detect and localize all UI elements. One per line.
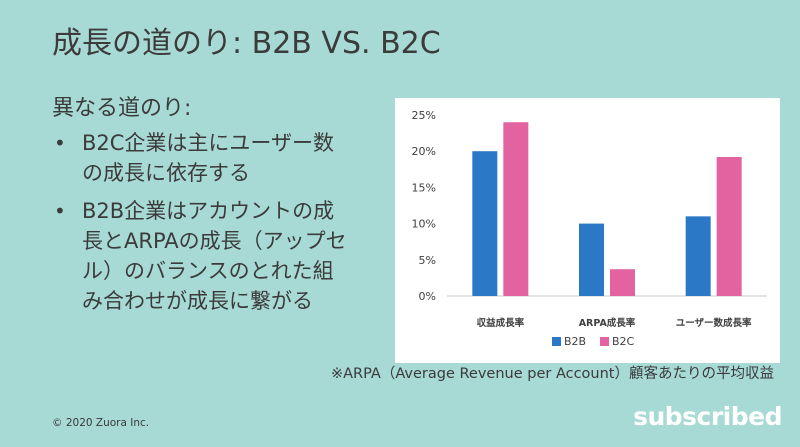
- y-tick-label: 5%: [419, 254, 436, 267]
- subscribed-logo: subscribed: [633, 402, 782, 431]
- legend-swatch-b2c: [600, 337, 609, 346]
- y-tick-label: 25%: [412, 109, 436, 122]
- y-tick-label: 15%: [412, 181, 436, 194]
- bullet-text-b2b: B2B企業はアカウントの成長とARPAの成長（アップセル）のバランスのとれた組み…: [82, 199, 347, 313]
- bar-b2c: [716, 156, 742, 296]
- bar-b2c: [503, 122, 529, 297]
- y-tick-label: 20%: [412, 145, 436, 158]
- x-category-label: ARPA成長率: [579, 317, 636, 329]
- slide-subheading: 異なる道のり:: [52, 96, 192, 121]
- x-category-label: ユーザー数成長率: [676, 317, 752, 329]
- bar-b2b: [685, 216, 711, 296]
- bar-b2b: [579, 223, 604, 296]
- legend-label-b2c: B2C: [612, 335, 635, 348]
- bullet-dot-icon: •: [54, 131, 66, 155]
- x-category-label: 収益成長率: [477, 317, 525, 329]
- growth-bar-chart: 0% 5% 10% 15% 20% 25% 収益成長率 ARPA成長率 ユーザー数成長率 B2B B…: [395, 98, 780, 363]
- arpa-footnote: ※ARPA（Average Revenue per Account）顧客あたりの…: [330, 366, 774, 382]
- bullet-list: • B2C企業は主にユーザー数の成長に依存する • B2B企業はアカウントの成長…: [52, 128, 352, 324]
- bullet-text-b2c: B2C企業は主にユーザー数の成長に依存する: [82, 131, 335, 185]
- bar-b2b: [472, 151, 498, 296]
- y-tick-label: 0%: [419, 290, 436, 303]
- legend-label-b2b: B2B: [564, 335, 586, 348]
- chart-svg: 0% 5% 10% 15% 20% 25% 収益成長率 ARPA成長率 ユーザー数成長率 B2B B…: [395, 98, 780, 363]
- slide-title: 成長の道のり: B2B VS. B2C: [52, 26, 441, 61]
- legend-swatch-b2b: [552, 337, 561, 346]
- bar-b2c: [610, 269, 635, 296]
- copyright-text: © 2020 Zuora Inc.: [52, 417, 150, 429]
- y-tick-label: 10%: [412, 218, 436, 231]
- bullet-item-b2c: • B2C企業は主にユーザー数の成長に依存する: [52, 128, 352, 188]
- bullet-item-b2b: • B2B企業はアカウントの成長とARPAの成長（アップセル）のバランスのとれた…: [52, 196, 352, 316]
- bullet-dot-icon: •: [54, 199, 66, 223]
